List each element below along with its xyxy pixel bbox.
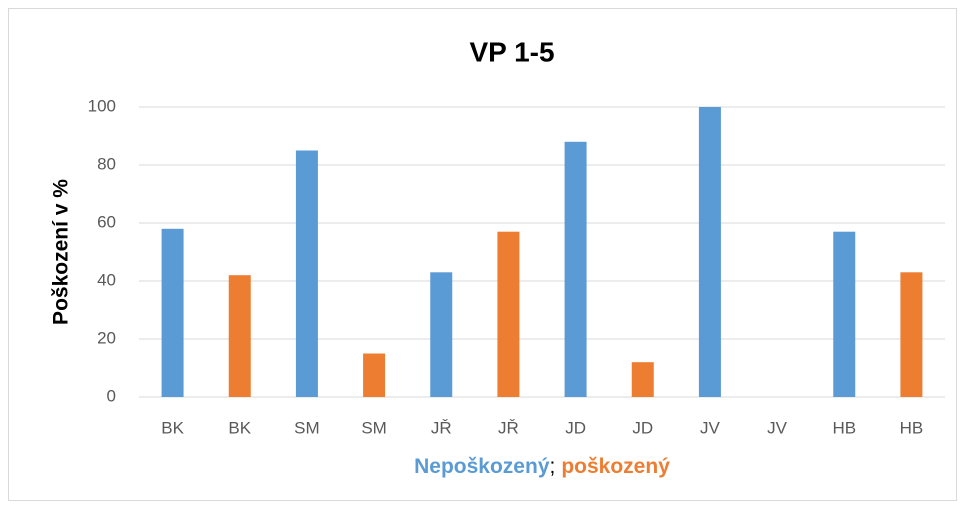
x-label-part: Nepoškozený [414, 455, 550, 478]
bar [161, 228, 184, 397]
x-label-separator: ; [550, 455, 556, 478]
bar [363, 353, 386, 397]
chart-frame [8, 8, 957, 501]
y-axis-label: Poškození v % [50, 179, 73, 325]
x-axis-label: Nepoškozený; poškozený [414, 455, 670, 478]
y-tick-label: 40 [97, 270, 116, 289]
bar [900, 272, 923, 397]
x-label-part: poškozený [561, 455, 670, 478]
x-tick-label: JV [700, 418, 721, 437]
x-tick-label: BK [228, 418, 251, 437]
bar [228, 275, 251, 397]
bar [497, 231, 520, 397]
bar [295, 150, 318, 397]
x-tick-label: SM [361, 418, 387, 437]
x-tick-label: JD [632, 418, 653, 437]
x-tick-label: JŘ [431, 418, 452, 437]
y-tick-label: 80 [97, 154, 116, 173]
bar [631, 362, 654, 397]
y-tick-label: 20 [97, 328, 116, 347]
x-tick-label: BK [161, 418, 184, 437]
x-tick-label: JŘ [498, 418, 519, 437]
x-tick-label: JD [565, 418, 586, 437]
chart-title: VP 1-5 [469, 36, 554, 67]
x-tick-label: SM [294, 418, 320, 437]
bar [698, 107, 721, 397]
x-tick-label: HB [900, 418, 924, 437]
y-tick-label: 0 [107, 386, 116, 405]
x-tick-label: HB [832, 418, 856, 437]
bar [564, 141, 587, 397]
y-tick-label: 60 [97, 212, 116, 231]
y-tick-label: 100 [88, 96, 116, 115]
bar [430, 272, 453, 397]
bar [833, 231, 856, 397]
x-tick-label: JV [767, 418, 788, 437]
